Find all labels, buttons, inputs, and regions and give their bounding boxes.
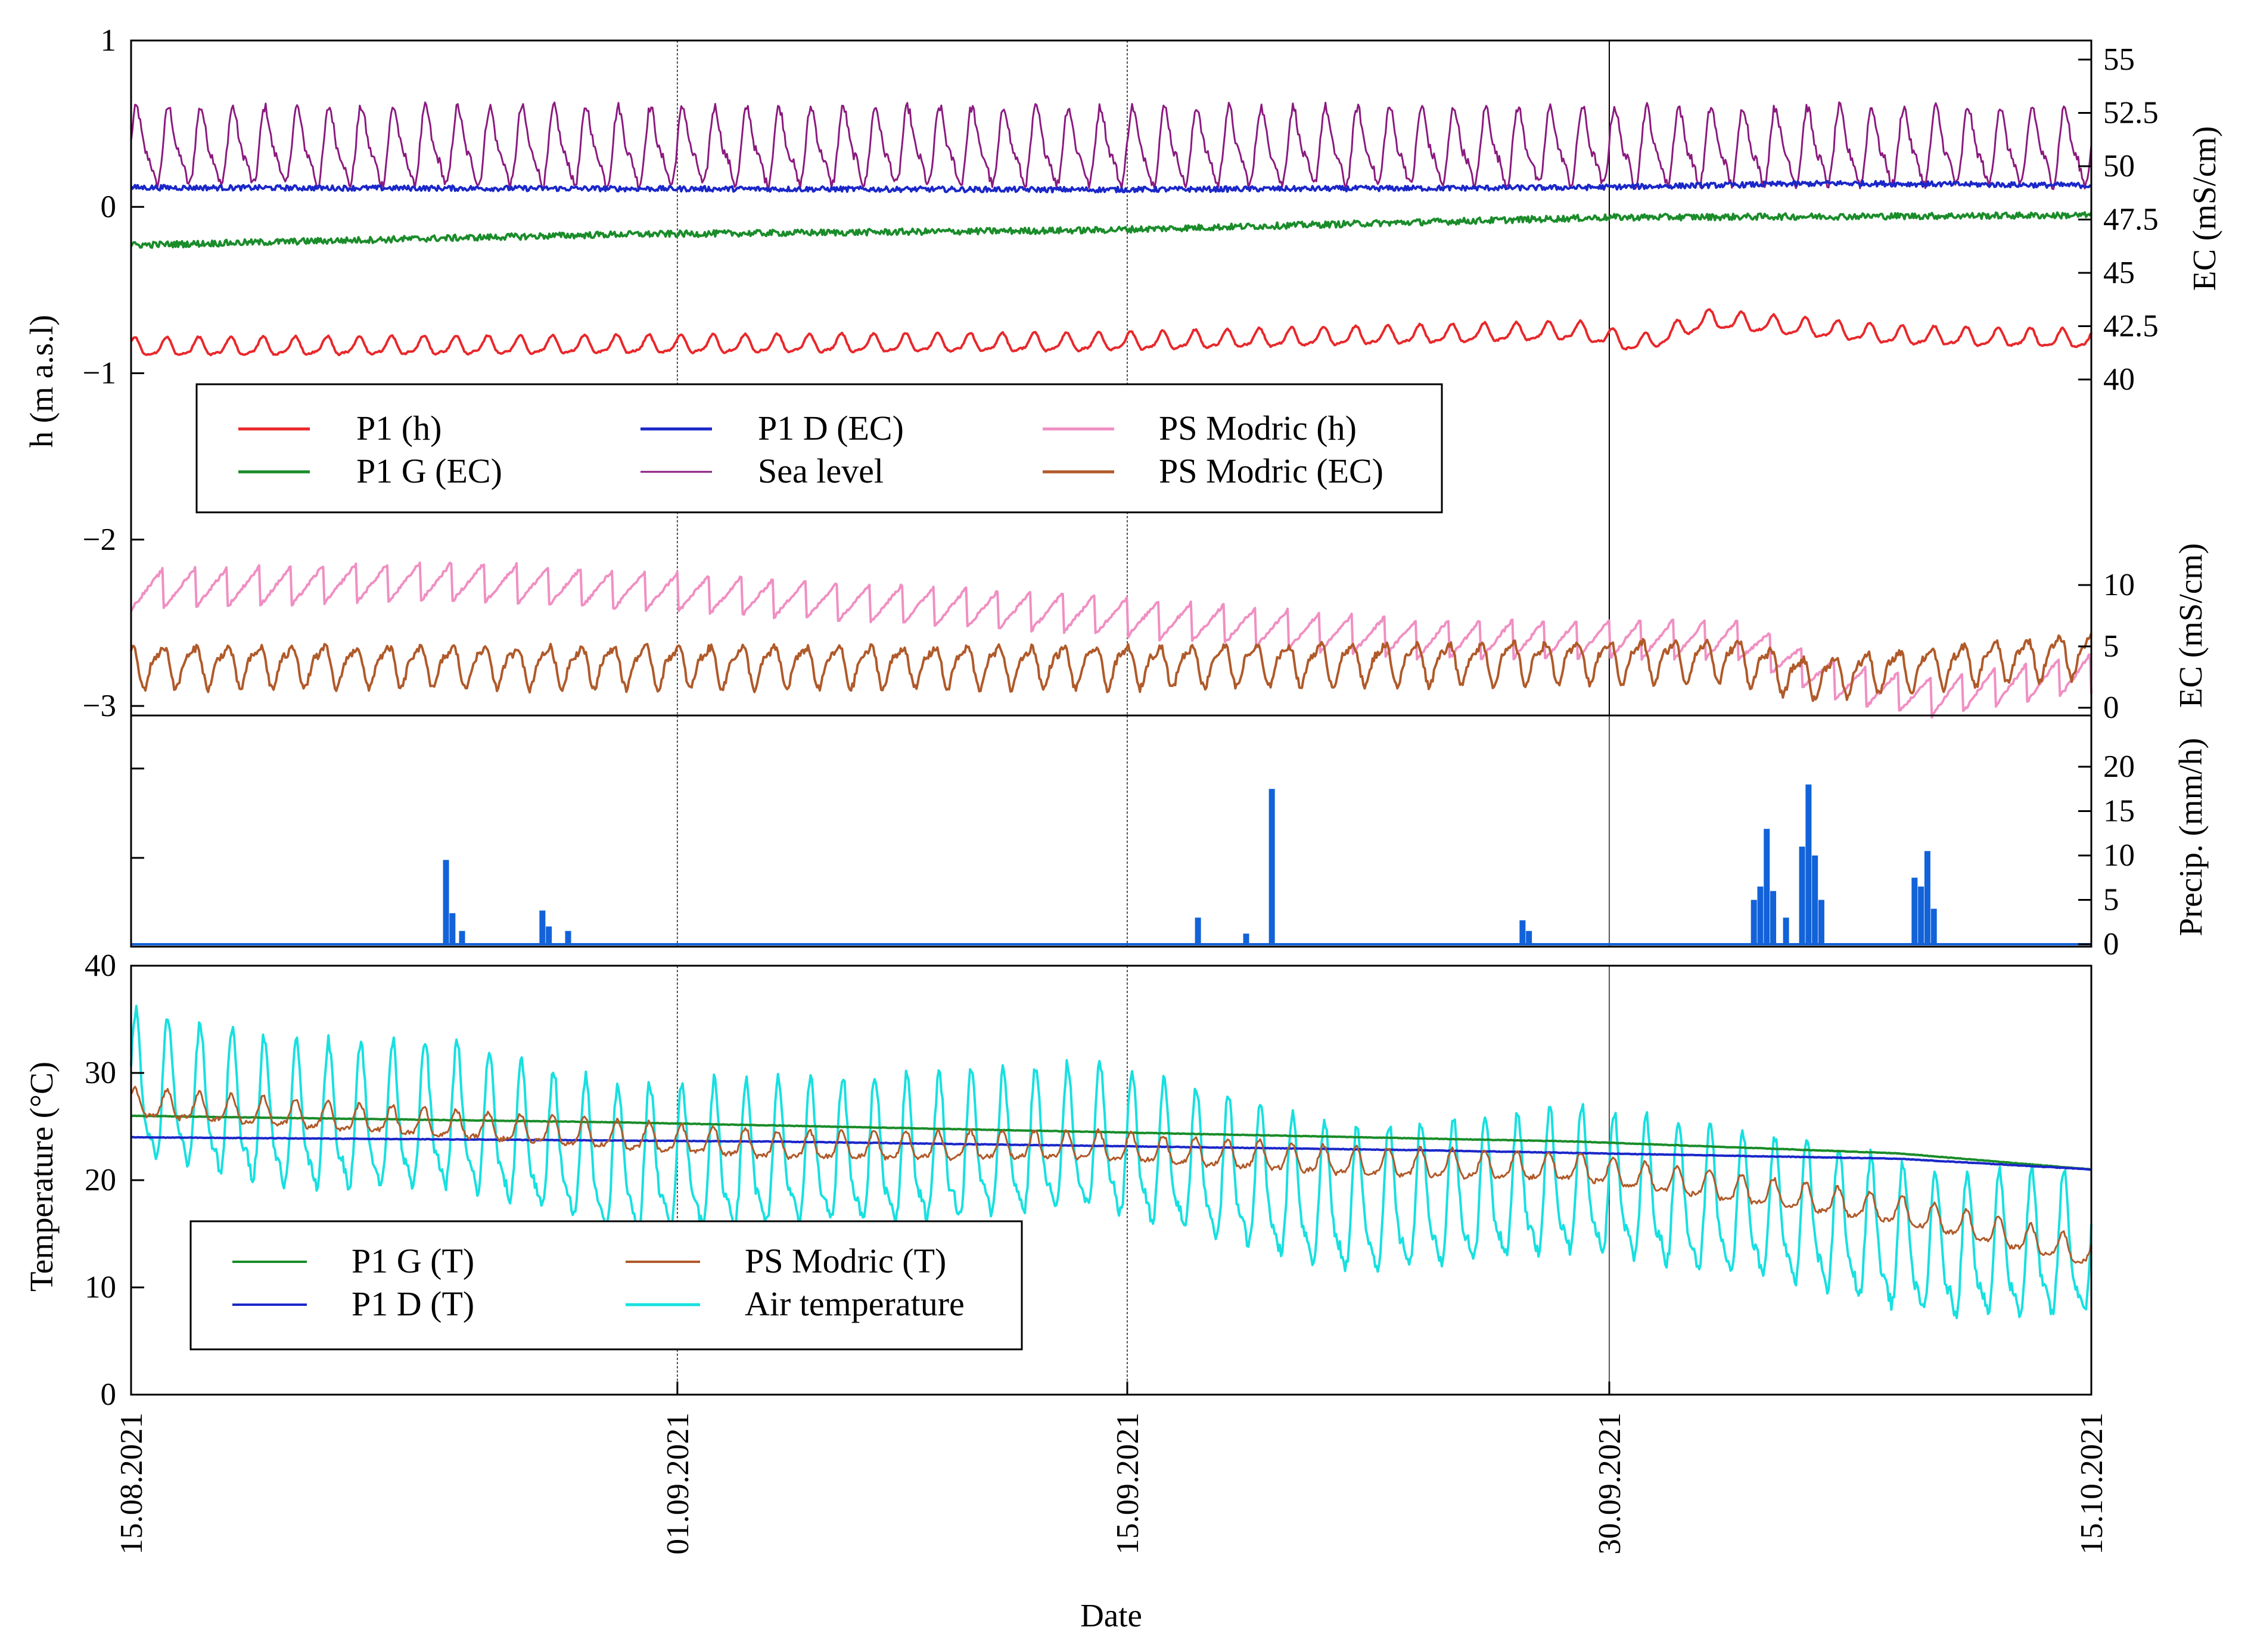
precip-bar [1750, 900, 1757, 944]
top-left-axis-title: h (m a.s.l) [23, 315, 60, 447]
precip-bar [1519, 920, 1526, 944]
series-line-p1-g-t- [130, 1114, 2092, 1171]
x-axis-title: Date [1080, 1597, 1142, 1634]
x-tick-label: 30.09.2021 [1593, 1413, 1627, 1555]
precip-bar [539, 910, 546, 944]
bottom-legend-box [189, 1220, 1023, 1351]
precip-bar [1799, 847, 1805, 944]
bottom-legend: P1 G (T) P1 D (T) PS Modric (T) Air temp… [189, 1220, 1023, 1351]
precip-bar [1764, 829, 1770, 944]
legend-label-sea-level: Sea level [758, 452, 884, 490]
precip-bar [443, 860, 449, 944]
temperature-tick-label: 30 [85, 1056, 116, 1090]
middle-right-axis-title: Precip. (mm/h) [2172, 738, 2209, 937]
series-line-p1-h- [130, 308, 2092, 357]
top-right-upper-tick-label: 40 [2103, 362, 2135, 397]
top-right-upper-tick-label: 55 [2103, 42, 2135, 77]
precip-bar [1243, 934, 1249, 944]
x-tick-label: 15.08.2021 [114, 1413, 149, 1555]
temperature-tick-label: 40 [85, 948, 116, 983]
precip-bar [546, 926, 552, 944]
precip-tick-label: 0 [2103, 927, 2119, 962]
precip-tick-label: 5 [2103, 883, 2119, 917]
top-left-tick-label: −1 [83, 356, 116, 391]
series-line-p1-g-ec- [130, 211, 2092, 249]
precip-bar [1930, 909, 1937, 944]
precip-bar [449, 913, 456, 944]
precip-tick-label: 15 [2103, 794, 2135, 829]
x-tick-label: 15.10.2021 [2075, 1413, 2109, 1555]
precip-bar [1818, 900, 1824, 944]
precip-bar [1918, 886, 1924, 944]
legend-label-p1d-t: P1 D (T) [352, 1284, 474, 1323]
top-right-lower-tick-label: 0 [2103, 690, 2119, 725]
top-legend: P1 (h) P1 G (EC) P1 D (EC) Sea level PS … [195, 383, 1443, 514]
temperature-tick-label: 10 [85, 1270, 116, 1305]
top-left-tick-label: 1 [101, 23, 117, 58]
temperature-tick-label: 0 [101, 1377, 117, 1412]
top-left-tick-label: −2 [83, 522, 116, 557]
series-line-sea-level [130, 101, 2092, 191]
precip-bar [1812, 855, 1818, 944]
top-left-tick-label: 0 [101, 189, 117, 224]
precip-tick-label: 10 [2103, 838, 2135, 873]
precip-bar [1526, 931, 1532, 944]
top-right-upper-tick-label: 45 [2103, 256, 2135, 290]
legend-label-p1d-ec: P1 D (EC) [758, 409, 904, 447]
series-line-p1-d-t- [130, 1135, 2092, 1171]
precip-bar [1924, 851, 1930, 944]
legend-label-p1g-t: P1 G (T) [352, 1242, 474, 1280]
precip-bar [1783, 917, 1789, 944]
precip-bar [1770, 891, 1777, 944]
precip-bar [1805, 784, 1812, 944]
legend-label-ps-modric-t: PS Modric (T) [745, 1242, 946, 1280]
series-line-ps-modric-ec- [130, 633, 2092, 702]
precip-tick-label: 20 [2103, 749, 2135, 784]
bottom-left-axis-title: Temperature (°C) [23, 1062, 60, 1292]
top-legend-box [195, 383, 1443, 514]
top-right-lower-axis-title: EC (mS/cm) [2172, 543, 2209, 708]
precip-bar [1195, 917, 1201, 944]
legend-label-ps-modric-h: PS Modric (h) [1159, 409, 1357, 447]
top-left-tick-label: −3 [83, 689, 116, 723]
top-right-upper-tick-label: 42.5 [2103, 309, 2159, 344]
legend-label-p1-h: P1 (h) [356, 409, 441, 447]
temperature-tick-label: 20 [85, 1163, 116, 1197]
legend-label-p1g-ec: P1 G (EC) [356, 452, 502, 490]
series-line-p1-d-ec- [130, 179, 2092, 194]
top-right-upper-tick-label: 50 [2103, 149, 2135, 183]
top-right-upper-axis-title: EC (mS/cm) [2186, 126, 2222, 291]
legend-label-ps-modric-ec: PS Modric (EC) [1159, 452, 1383, 490]
middle-panel-frame [130, 714, 2092, 948]
precip-bar [1911, 878, 1918, 944]
top-right-upper-tick-label: 52.5 [2103, 96, 2159, 130]
top-right-upper-tick-label: 47.5 [2103, 203, 2159, 237]
precip-bar [1757, 886, 1764, 944]
x-tick-label: 15.09.2021 [1111, 1413, 1145, 1555]
legend-label-air-temperature: Air temperature [745, 1284, 965, 1323]
series-line-air-temperature [130, 1004, 2092, 1320]
x-tick-label: 01.09.2021 [661, 1413, 695, 1555]
top-right-lower-tick-label: 5 [2103, 629, 2119, 664]
precip-bar [459, 931, 465, 944]
series-line-ps-modric-h- [130, 561, 2092, 719]
precip-bar [1268, 789, 1275, 944]
top-right-lower-tick-label: 10 [2103, 568, 2135, 602]
precip-bar [565, 931, 571, 944]
series-line-ps-modric-t- [130, 1085, 2092, 1264]
